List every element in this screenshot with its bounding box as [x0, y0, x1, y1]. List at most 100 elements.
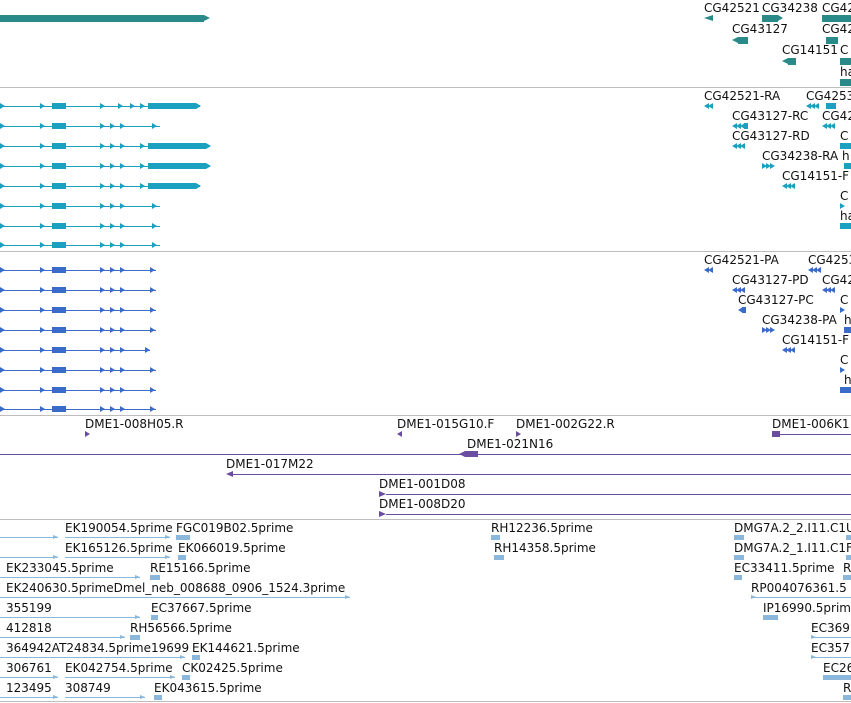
est-label[interactable]: EK066019.5prime: [178, 541, 286, 555]
est-feature[interactable]: [182, 675, 190, 680]
est-label[interactable]: EK190054.5prime: [65, 521, 173, 535]
est-label[interactable]: IP16990.5prime: [763, 601, 851, 615]
est-label[interactable]: EK165126.5prime: [65, 541, 173, 555]
est-feature[interactable]: [823, 675, 851, 680]
est-label[interactable]: EC369: [811, 621, 850, 635]
clone-label[interactable]: DME1-017M22: [226, 457, 314, 471]
protein-exon[interactable]: [52, 267, 66, 273]
transcript-label[interactable]: C: [840, 189, 849, 203]
est-label[interactable]: 123495: [6, 681, 52, 695]
est-label[interactable]: 355199: [6, 601, 52, 615]
est-label[interactable]: CK02425.5prime: [182, 661, 283, 675]
clone-label[interactable]: DME1-006K1: [772, 417, 850, 431]
transcript-exon[interactable]: [52, 203, 66, 209]
transcript-label[interactable]: h: [842, 149, 850, 163]
transcript-label[interactable]: ha: [840, 209, 851, 223]
protein-exon[interactable]: [52, 387, 66, 393]
transcript-exon[interactable]: [52, 103, 66, 109]
est-feature[interactable]: [846, 555, 851, 560]
protein-label[interactable]: C: [840, 293, 849, 307]
transcript-exon[interactable]: [52, 183, 66, 189]
protein-label[interactable]: C: [840, 353, 849, 367]
est-label[interactable]: EC37667.5prime: [151, 601, 252, 615]
est-label[interactable]: EC33411.5prime: [734, 561, 835, 575]
est-label[interactable]: DMG7A.2_1.I11.C1F: [734, 541, 851, 555]
transcript-label[interactable]: CG34238-RA: [762, 149, 839, 163]
transcript-exon[interactable]: [148, 163, 206, 169]
transcript-label[interactable]: C: [840, 129, 849, 143]
protein-exon[interactable]: [52, 307, 66, 313]
transcript-exon[interactable]: [840, 223, 851, 229]
protein-exon[interactable]: [52, 367, 66, 373]
transcript-exon[interactable]: [52, 223, 66, 229]
transcript-label[interactable]: CG14151-F: [782, 169, 850, 183]
transcript-label[interactable]: CG4253: [806, 89, 851, 103]
protein-label[interactable]: h: [844, 373, 851, 387]
transcript-exon[interactable]: [826, 103, 836, 109]
est-label[interactable]: RH56566.5prime: [130, 621, 232, 635]
transcript-exon[interactable]: [52, 123, 66, 129]
est-label[interactable]: EC357: [811, 641, 850, 655]
est-label[interactable]: R: [843, 681, 851, 695]
gene-label[interactable]: C: [840, 43, 849, 57]
gene-feature[interactable]: [822, 15, 851, 22]
gene-feature[interactable]: [840, 79, 851, 86]
protein-exon[interactable]: [52, 347, 66, 353]
est-label[interactable]: EC26: [823, 661, 851, 675]
clone-label[interactable]: DME1-008H05.R: [85, 417, 184, 431]
est-feature[interactable]: [130, 635, 140, 640]
est-feature[interactable]: [192, 655, 200, 660]
protein-label[interactable]: h: [844, 313, 851, 327]
est-feature[interactable]: [154, 695, 162, 700]
est-feature[interactable]: [491, 535, 500, 540]
est-label[interactable]: 306761: [6, 661, 52, 675]
est-feature[interactable]: [734, 535, 744, 540]
transcript-exon[interactable]: [148, 183, 196, 189]
clone-feature[interactable]: [772, 431, 780, 437]
gene-feature[interactable]: [762, 15, 778, 22]
transcript-exon[interactable]: [52, 143, 66, 149]
transcript-exon[interactable]: [840, 143, 851, 149]
gene-label[interactable]: CG14151: [782, 43, 838, 57]
est-label[interactable]: RH12236.5prime: [491, 521, 593, 535]
est-feature[interactable]: [846, 535, 851, 540]
est-label[interactable]: EK240630.5primeDmel_neb_008688_0906_1524…: [6, 581, 346, 595]
gene-label[interactable]: ha: [840, 65, 851, 79]
protein-label[interactable]: CG43127-PC: [738, 293, 814, 307]
transcript-exon[interactable]: [52, 163, 66, 169]
gene-feature[interactable]: [788, 58, 796, 65]
clone-label[interactable]: DME1-015G10.F: [397, 417, 495, 431]
gene-feature[interactable]: [0, 15, 204, 22]
est-label[interactable]: R: [843, 561, 851, 575]
est-feature[interactable]: [150, 575, 160, 580]
est-label[interactable]: EK043615.5prime: [154, 681, 262, 695]
est-feature[interactable]: [734, 575, 742, 580]
protein-label[interactable]: CG43127-PD: [732, 273, 809, 287]
protein-label[interactable]: CG34238-PA: [762, 313, 837, 327]
transcript-exon[interactable]: [148, 103, 196, 109]
est-feature[interactable]: [494, 555, 504, 560]
est-label[interactable]: RH14358.5prime: [494, 541, 596, 555]
protein-label[interactable]: CG42521-PA: [704, 253, 779, 267]
transcript-exon[interactable]: [52, 242, 66, 248]
est-feature[interactable]: [734, 555, 744, 560]
protein-exon[interactable]: [742, 307, 746, 313]
transcript-exon[interactable]: [148, 143, 206, 149]
transcript-exon[interactable]: [744, 123, 748, 129]
protein-label[interactable]: CG42: [822, 273, 851, 287]
clone-feature[interactable]: [465, 451, 478, 457]
gene-label[interactable]: CG43127: [732, 22, 788, 36]
est-feature[interactable]: [176, 535, 190, 540]
protein-exon[interactable]: [840, 387, 851, 393]
est-label[interactable]: RP004076361.5: [751, 581, 847, 595]
est-label[interactable]: RE15166.5prime: [150, 561, 251, 575]
est-feature[interactable]: [843, 695, 851, 700]
est-feature[interactable]: [178, 555, 186, 560]
est-label[interactable]: EK144621.5prime: [192, 641, 300, 655]
protein-label[interactable]: CG14151-F: [782, 333, 850, 347]
gene-feature[interactable]: [840, 58, 851, 65]
est-feature[interactable]: [843, 575, 851, 580]
est-label[interactable]: EK233045.5prime: [6, 561, 114, 575]
gene-feature[interactable]: [826, 37, 838, 44]
protein-exon[interactable]: [52, 287, 66, 293]
